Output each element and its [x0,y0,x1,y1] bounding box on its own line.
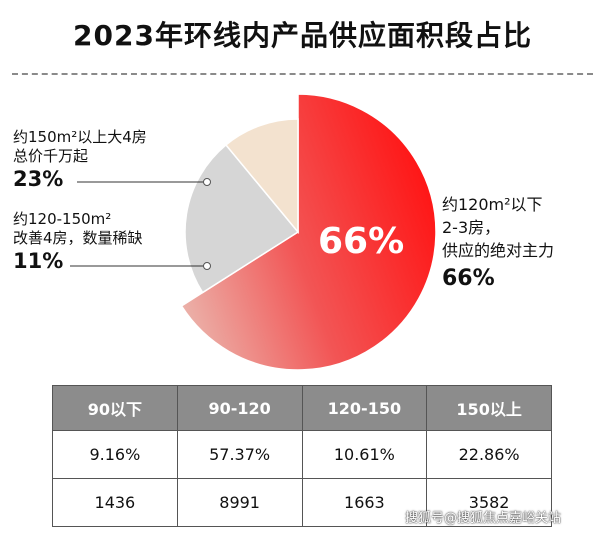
area-stats-table: 90以下 90-120 120-150 150以上 9.16% 57.37% 1… [52,385,552,527]
table-header-cell: 150以上 [426,385,552,431]
table-cell: 1436 [52,478,178,527]
table-header-cell: 120-150 [301,385,428,431]
slice-66-label: 约120m²以下 2-3房， 供应的绝对主力 66% [442,193,554,296]
table-row-percent: 9.16% 57.37% 10.61% 22.86% [52,430,552,479]
pie-chart [70,93,437,371]
slice-23-value: 23% [13,167,64,191]
table-cell: 22.86% [426,430,552,479]
table-cell: 3582 [426,478,552,527]
slice-23-line-2: 总价千万起 [13,147,89,165]
table-cell: 1663 [301,478,428,527]
slice-66-line-2: 2-3房， [442,218,501,237]
table-header-cell: 90-120 [176,385,303,431]
slice-23-line-1: 约150m²以上大4房 [13,128,147,146]
pie-slice-23 [184,143,300,294]
slice-11-line-2: 改善4房，数量稀缺 [13,229,143,247]
leader-line-23-marker [203,178,211,186]
table-header-cell: 90以下 [52,385,178,431]
slice-66-line-1: 约120m²以下 [442,195,543,214]
table-cell: 10.61% [301,430,428,479]
dashed-divider [12,73,593,75]
slice-66-line-3: 供应的绝对主力 [442,241,555,260]
pie-slice-11 [224,118,299,235]
slice-66-value: 66% [442,266,495,291]
table-cell: 57.37% [176,430,303,479]
watermark: 搜狐号@搜狐焦点嘉峪关站 [405,511,562,526]
slice-66-inner-label: 66% [318,221,405,262]
chart-title: 2023年环线内产品供应面积段占比 [73,19,532,52]
slice-11-value: 11% [13,249,64,273]
slice-11-label: 约120-150m² 改善4房，数量稀缺 11% [13,210,143,275]
leader-line-11-marker [203,262,211,270]
pie-slice-66 [180,93,437,371]
table-header-row: 90以下 90-120 120-150 150以上 [52,385,552,431]
table-cell: 8991 [176,478,303,527]
slice-11-line-1: 约120-150m² [13,210,112,228]
table-cell: 9.16% [52,430,178,479]
slice-23-label: 约150m²以上大4房 总价千万起 23% [13,128,147,193]
table-row-count: 1436 8991 1663 3582 [52,478,552,527]
